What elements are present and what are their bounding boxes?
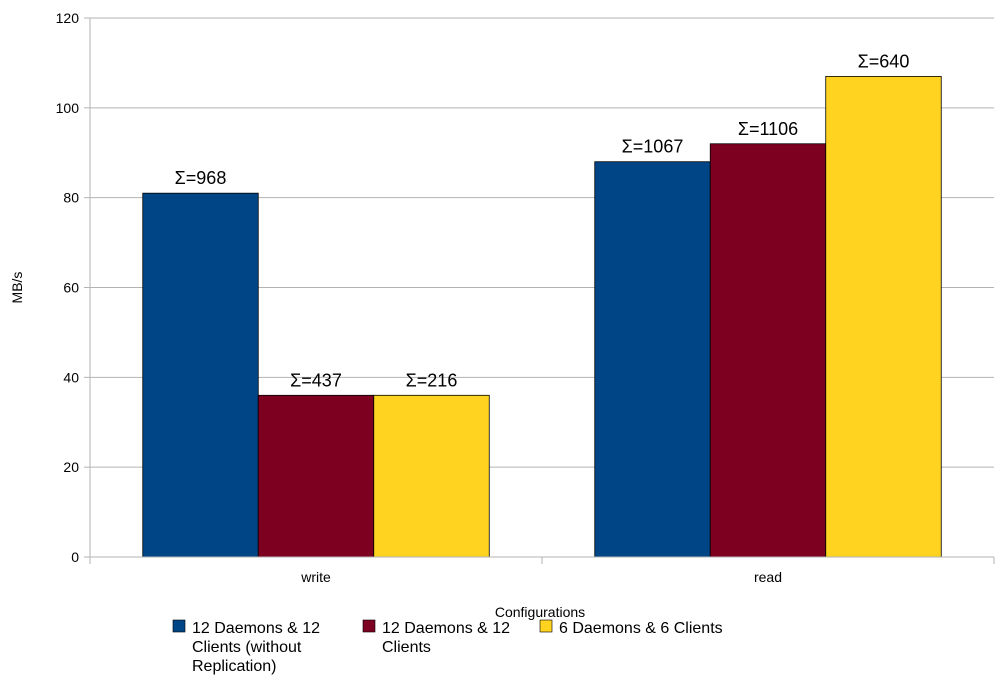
data-label: Σ=1067 — [622, 137, 684, 157]
data-label: Σ=1106 — [738, 119, 798, 139]
legend-label: Clients — [382, 639, 431, 656]
bar-read-series-2 — [709, 143, 827, 558]
x-tick-labels: write read — [300, 569, 782, 585]
x-axis-title: Configurations — [495, 604, 585, 620]
data-label: Σ=640 — [858, 51, 910, 71]
legend-label: Replication) — [192, 658, 276, 675]
legend-label: 12 Daemons & 12 — [192, 620, 320, 637]
bar-read-series-1 — [594, 161, 711, 558]
data-label: Σ=968 — [175, 168, 227, 188]
data-label: Σ=437 — [290, 370, 342, 390]
bars — [142, 75, 942, 558]
y-tick-labels: 0 20 40 60 80 100 120 — [56, 10, 80, 565]
y-tick-label: 80 — [63, 190, 79, 206]
legend-label: Clients (without — [192, 639, 302, 656]
bar-read-series-3 — [825, 75, 942, 558]
legend-swatch — [362, 619, 376, 633]
y-tick-label: 120 — [56, 10, 80, 26]
x-tick-label: write — [300, 569, 331, 585]
legend-swatch — [172, 619, 186, 633]
legend-label: 12 Daemons & 12 — [382, 620, 510, 637]
y-tick-label: 60 — [63, 280, 79, 296]
legend-item-1: 12 Daemons & 12 Clients (without Replicati… — [172, 619, 320, 675]
axes — [84, 17, 995, 564]
legend-swatch — [539, 619, 553, 633]
x-tick-label: read — [754, 569, 782, 585]
legend-label: 6 Daemons & 6 Clients — [559, 620, 723, 637]
bar-write-series-3 — [373, 394, 490, 558]
y-tick-label: 100 — [56, 100, 80, 116]
legend-item-2: 12 Daemons & 12 Clients — [362, 619, 510, 656]
y-tick-label: 40 — [63, 369, 79, 385]
legend: 12 Daemons & 12 Clients (without Replicati… — [172, 619, 723, 675]
data-label: Σ=216 — [406, 370, 458, 390]
legend-item-3: 6 Daemons & 6 Clients — [539, 619, 723, 637]
bar-write-series-1 — [142, 192, 259, 558]
bar-write-series-2 — [257, 394, 375, 558]
y-axis-title: MB/s — [9, 272, 25, 304]
y-tick-label: 20 — [63, 459, 79, 475]
data-labels: Σ=968 Σ=437 Σ=216 Σ=1067 Σ=1106 Σ=640 — [175, 51, 910, 390]
y-tick-label: 0 — [71, 549, 79, 565]
